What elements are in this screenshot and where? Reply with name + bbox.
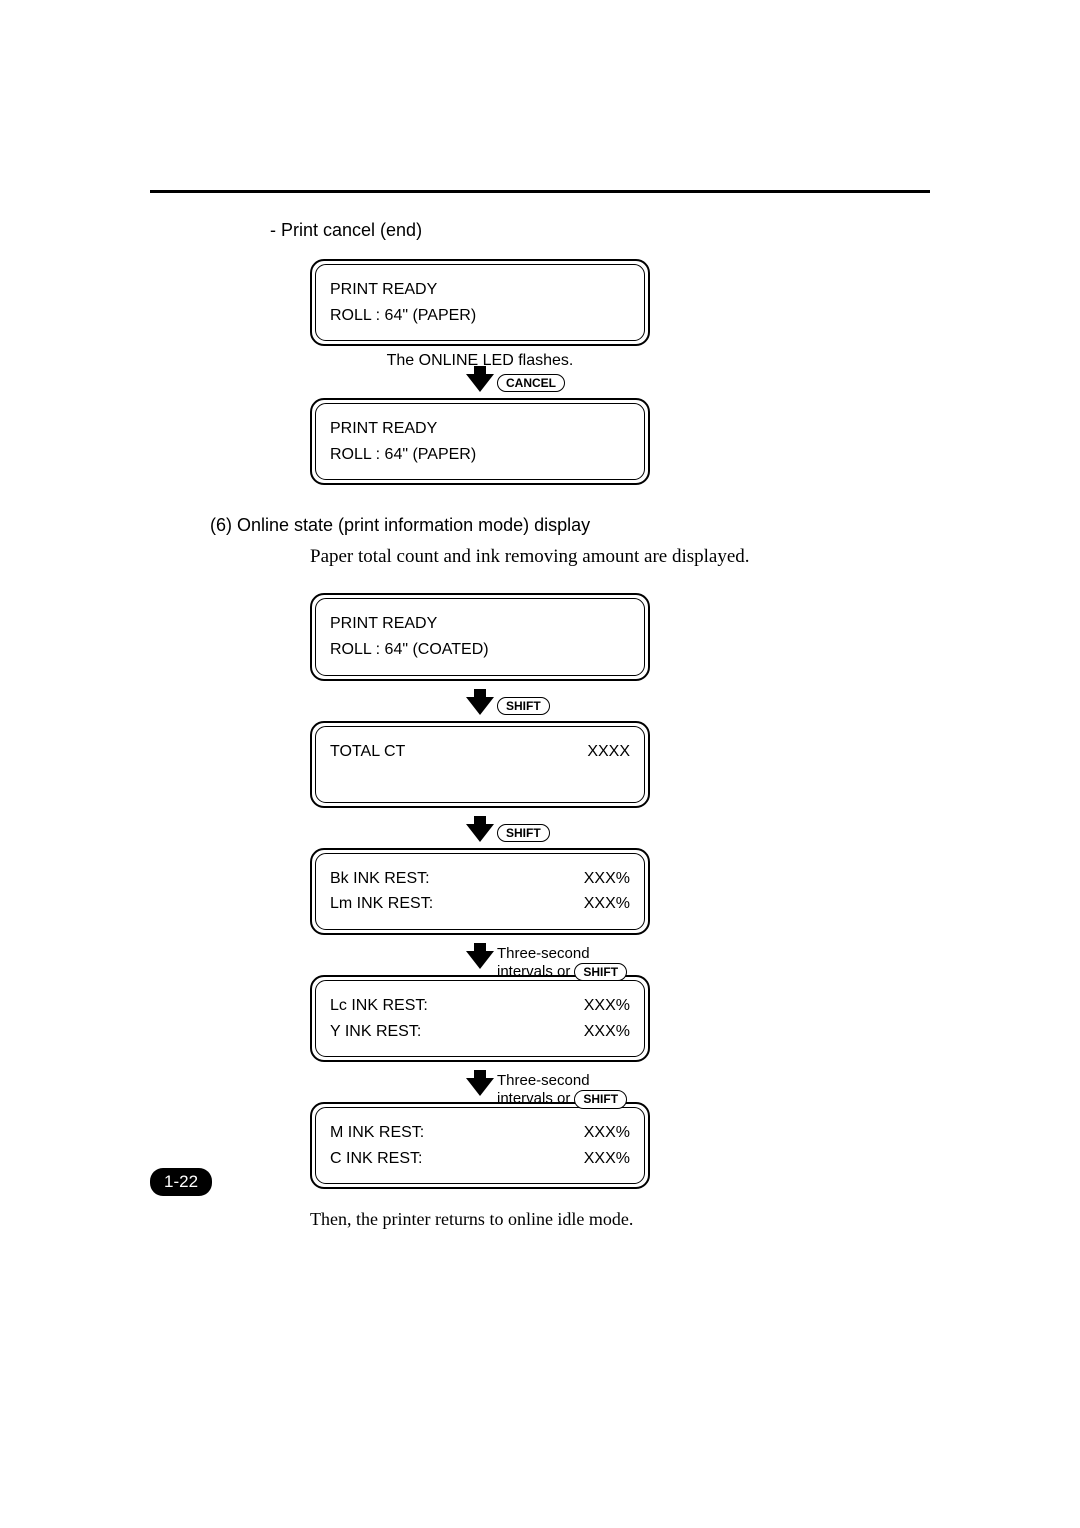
lcd2-line1: PRINT READY: [330, 416, 630, 442]
down-arrow-icon: [466, 697, 494, 715]
down-arrow-icon: [466, 824, 494, 842]
lcd5-l1-left: Bk INK REST:: [330, 866, 430, 892]
lcd4-left: TOTAL CT: [330, 739, 405, 765]
shift-button-3[interactable]: SHIFT: [574, 963, 627, 981]
lcd3-line1: PRINT READY: [330, 611, 630, 637]
footer-note: Then, the printer returns to online idle…: [310, 1209, 930, 1230]
interval-text-1: Three-second: [497, 945, 627, 963]
lcd-display-3: PRINT READY ROLL : 64" (COATED): [310, 593, 650, 680]
shift-button-1[interactable]: SHIFT: [497, 697, 550, 715]
lcd5-l1-right: XXX%: [584, 866, 630, 892]
lcd6-l1-left: Lc INK REST:: [330, 993, 428, 1019]
lcd-display-4: TOTAL CT XXXX: [310, 721, 650, 808]
page-top-rule: [150, 190, 930, 193]
arrow-row-5: Three-second intervals or SHIFT: [310, 1062, 650, 1102]
lcd6-l2-right: XXX%: [584, 1019, 630, 1045]
lcd5-l2-left: Lm INK REST:: [330, 891, 433, 917]
lcd1-line1: PRINT READY: [330, 277, 630, 303]
down-arrow-icon: [466, 374, 494, 392]
lcd-display-7: M INK REST: XXX% C INK REST: XXX%: [310, 1102, 650, 1189]
lcd5-l2-right: XXX%: [584, 891, 630, 917]
section1-title: - Print cancel (end): [270, 220, 930, 241]
interval-text-2: intervals or: [497, 963, 570, 981]
page-number: 1-22: [150, 1168, 212, 1196]
interval-text-3: Three-second: [497, 1072, 627, 1090]
lcd1-line2: ROLL : 64" (PAPER): [330, 303, 630, 329]
lcd-display-2: PRINT READY ROLL : 64" (PAPER): [310, 398, 650, 485]
shift-button-4[interactable]: SHIFT: [574, 1090, 627, 1108]
down-arrow-icon: [466, 951, 494, 969]
lcd7-l2-right: XXX%: [584, 1146, 630, 1172]
lcd-display-1: PRINT READY ROLL : 64" (PAPER): [310, 259, 650, 346]
cancel-button[interactable]: CANCEL: [497, 374, 565, 392]
lcd4-right: XXXX: [587, 739, 630, 765]
content-area: - Print cancel (end) PRINT READY ROLL : …: [150, 220, 930, 1230]
lcd2-line2: ROLL : 64" (PAPER): [330, 442, 630, 468]
arrow-row-2: SHIFT: [310, 681, 650, 721]
arrow-row-4: Three-second intervals or SHIFT: [310, 935, 650, 975]
section2-title: (6) Online state (print information mode…: [210, 515, 930, 536]
down-arrow-icon: [466, 1078, 494, 1096]
lcd3-line2: ROLL : 64" (COATED): [330, 637, 630, 663]
interval-text-4: intervals or: [497, 1090, 570, 1108]
arrow-row-3: SHIFT: [310, 808, 650, 848]
section2-description: Paper total count and ink removing amoun…: [310, 546, 930, 568]
lcd6-l1-right: XXX%: [584, 993, 630, 1019]
arrow-row-1: The ONLINE LED flashes. CANCEL: [310, 346, 650, 398]
lcd-display-5: Bk INK REST: XXX% Lm INK REST: XXX%: [310, 848, 650, 935]
lcd-display-6: Lc INK REST: XXX% Y INK REST: XXX%: [310, 975, 650, 1062]
lcd7-l1-left: M INK REST:: [330, 1120, 424, 1146]
lcd7-l2-left: C INK REST:: [330, 1146, 422, 1172]
lcd6-l2-left: Y INK REST:: [330, 1019, 421, 1045]
lcd7-l1-right: XXX%: [584, 1120, 630, 1146]
shift-button-2[interactable]: SHIFT: [497, 824, 550, 842]
